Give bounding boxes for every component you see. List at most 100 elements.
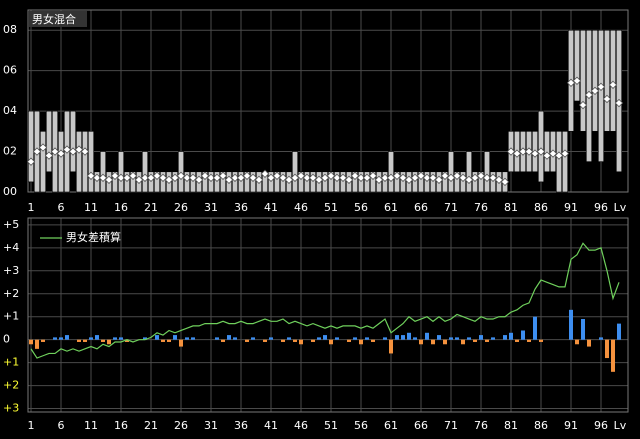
mean-marker (452, 171, 462, 180)
title-background (29, 11, 87, 27)
mean-marker (326, 171, 336, 180)
mean-marker (302, 173, 312, 183)
mean-marker (152, 171, 162, 180)
bar (293, 339, 297, 342)
bar (389, 339, 393, 354)
line (30, 242, 620, 359)
mean-marker (284, 175, 294, 185)
mean-marker (362, 173, 372, 183)
bar (521, 330, 525, 340)
x-tick-label: 71 (444, 201, 458, 214)
x-tick-label: 51 (324, 419, 338, 432)
bar (461, 339, 465, 345)
bar (161, 339, 165, 342)
mean-marker (374, 175, 384, 185)
mean-marker (506, 147, 516, 156)
mean-marker (488, 173, 498, 183)
x-tick-label: 56 (354, 419, 368, 432)
mean-marker (434, 175, 444, 185)
mean-marker (146, 173, 156, 183)
bar (113, 337, 117, 340)
range-box (142, 151, 149, 193)
bar (479, 335, 483, 340)
mean-marker (320, 173, 330, 183)
bar (581, 319, 585, 340)
x-tick-label: 76 (474, 419, 488, 432)
y-tick-label: 06 (3, 64, 17, 77)
mean-marker (116, 173, 126, 183)
bar (65, 335, 69, 340)
bar (569, 309, 573, 340)
bar (413, 337, 417, 340)
bar (83, 339, 87, 342)
range-box (591, 29, 598, 132)
bar (77, 339, 81, 342)
bar (539, 339, 543, 342)
range-box (291, 151, 298, 193)
x-tick-label: 11 (84, 201, 98, 214)
bar (173, 335, 177, 340)
range-box (76, 131, 83, 193)
range-box (70, 110, 77, 173)
mean-marker (542, 151, 552, 160)
mean-marker (356, 173, 366, 183)
mean-marker (296, 171, 306, 180)
mean-marker (494, 175, 504, 185)
mean-marker (62, 145, 72, 154)
x-tick-label: 81 (504, 419, 518, 432)
range-box (483, 151, 490, 193)
range-box (387, 151, 394, 193)
x-tick-label: 21 (144, 419, 158, 432)
mean-marker (260, 169, 270, 178)
x-tick-label: 56 (354, 201, 368, 214)
mean-marker (164, 175, 174, 185)
x-tick-label: 21 (144, 201, 158, 214)
mean-marker (56, 149, 66, 158)
range-box (88, 131, 95, 193)
y-tick-label: +2 (3, 379, 19, 392)
bar (59, 337, 63, 340)
mean-marker (404, 175, 414, 185)
mean-marker (176, 171, 186, 180)
x-tick-label: 11 (84, 419, 98, 432)
mean-marker (200, 171, 210, 180)
bar (383, 337, 387, 340)
mean-marker (596, 82, 606, 92)
bar (371, 339, 375, 342)
x-tick-label: 6 (58, 419, 65, 432)
bar (179, 339, 183, 347)
bar (221, 339, 225, 342)
bar (185, 337, 189, 340)
bar (53, 337, 57, 340)
mean-marker (386, 173, 396, 183)
bar (29, 339, 33, 345)
x-tick-label: 1 (28, 201, 35, 214)
range-box (447, 151, 454, 193)
bar (107, 339, 111, 345)
mean-marker (524, 147, 534, 156)
range-box (45, 110, 52, 173)
bar (119, 337, 123, 340)
mean-marker (104, 175, 114, 185)
mean-marker (476, 171, 486, 180)
bar (329, 339, 333, 345)
mean-marker (512, 149, 522, 158)
chart-title-box: 男女混合 (29, 11, 87, 27)
bar (191, 337, 195, 340)
mean-marker (236, 173, 246, 183)
bar (95, 335, 99, 340)
plot-frame (27, 217, 629, 413)
mean-marker (158, 173, 168, 183)
mean-marker (518, 147, 528, 156)
bar (449, 337, 453, 340)
x-tick-label: 36 (234, 419, 248, 432)
bar (335, 337, 339, 340)
x-tick-label: 61 (384, 419, 398, 432)
bar (287, 337, 291, 340)
bar (599, 337, 603, 340)
bar (425, 332, 429, 340)
x-tick-label: 36 (234, 201, 248, 214)
range-box (27, 110, 34, 183)
bar (365, 337, 369, 340)
